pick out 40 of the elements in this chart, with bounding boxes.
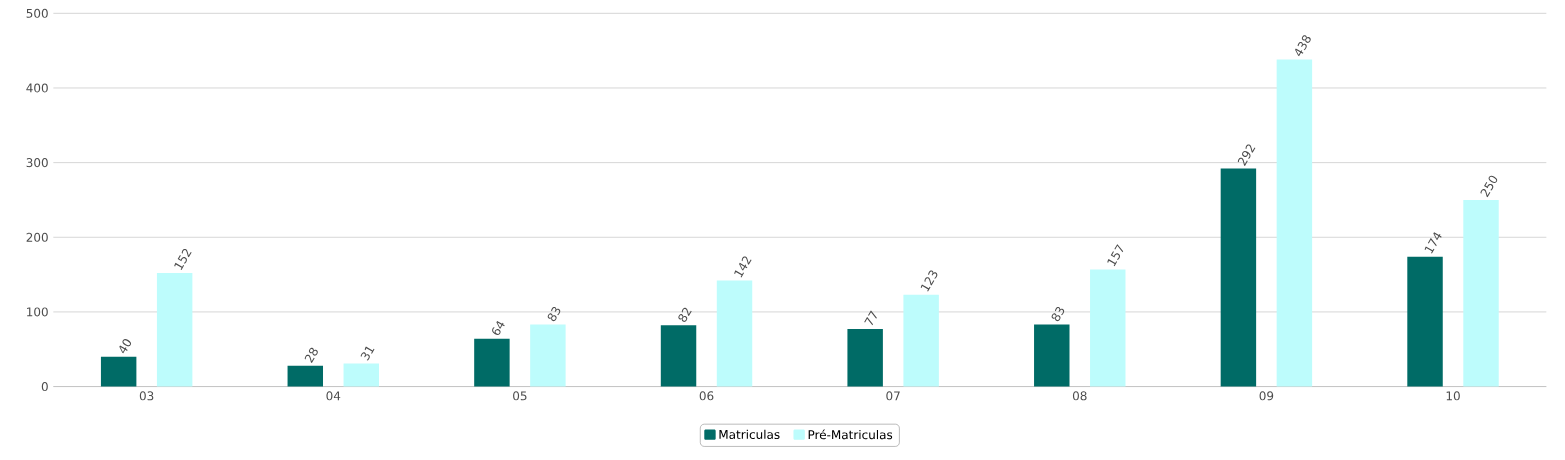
x-tick-label: 03 <box>139 391 154 401</box>
bar <box>343 363 379 387</box>
y-tick-label: 0 <box>41 382 48 392</box>
y-tick-label: 500 <box>26 8 48 18</box>
legend-label: Matriculas <box>719 429 780 440</box>
bar <box>903 294 939 387</box>
x-tick-label: 07 <box>886 391 900 401</box>
data-label: 31 <box>360 346 375 361</box>
bar <box>1276 59 1313 387</box>
y-tick-label: 200 <box>26 232 48 242</box>
x-tick-label: 04 <box>326 391 341 401</box>
legend-label: Pré-Matriculas <box>808 429 893 440</box>
x-tick-label: 10 <box>1446 391 1460 401</box>
bar <box>660 325 697 387</box>
data-label: 82 <box>678 307 692 322</box>
data-label: 83 <box>1051 306 1065 322</box>
data-label: 64 <box>492 321 505 336</box>
bar <box>1407 256 1443 387</box>
y-tick-label: 300 <box>26 158 48 168</box>
bar <box>847 329 883 387</box>
bar <box>100 356 137 387</box>
y-tick-label: 400 <box>26 83 48 93</box>
data-label: 83 <box>547 306 561 322</box>
x-tick-label: 09 <box>1259 391 1274 401</box>
bar <box>1034 324 1070 387</box>
x-tick-label: 08 <box>1072 391 1087 401</box>
bar <box>287 365 324 387</box>
bar <box>474 338 510 387</box>
bar <box>1463 200 1499 387</box>
bar <box>1220 168 1257 387</box>
bar <box>716 280 753 387</box>
data-label: 40 <box>119 339 132 354</box>
data-label: 28 <box>304 347 318 364</box>
bar <box>156 273 193 387</box>
bar <box>530 324 566 387</box>
x-tick-label: 06 <box>699 391 714 401</box>
x-tick-label: 05 <box>513 391 527 401</box>
y-tick-label: 100 <box>27 307 48 317</box>
bar <box>1090 269 1126 387</box>
data-label: 77 <box>864 310 877 326</box>
